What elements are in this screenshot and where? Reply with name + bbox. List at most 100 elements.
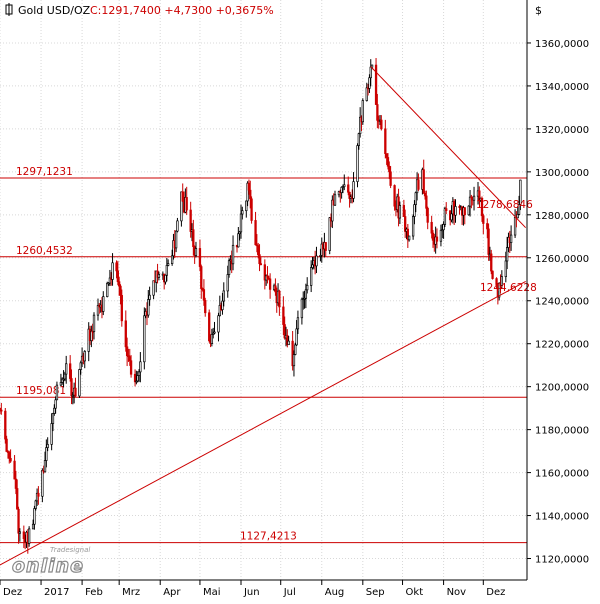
- candle-body: [406, 228, 409, 241]
- candle: [450, 205, 453, 223]
- candle-body: [422, 169, 425, 194]
- candle-body: [204, 299, 207, 314]
- candle: [108, 269, 112, 287]
- candle: [258, 244, 261, 272]
- candle-body: [135, 380, 138, 383]
- candle-body: [74, 387, 77, 397]
- candle: [247, 179, 251, 195]
- candle-body: [441, 229, 444, 232]
- candle-body: [250, 198, 253, 221]
- candle-body: [111, 262, 114, 280]
- candle-body: [255, 244, 259, 247]
- candle: [185, 186, 188, 215]
- candle: [509, 225, 513, 251]
- candle-body: [320, 243, 323, 256]
- candle: [463, 207, 466, 225]
- candle-body: [402, 205, 406, 217]
- candle-body: [83, 351, 86, 362]
- candle: [119, 284, 122, 305]
- candle-body: [445, 208, 448, 211]
- candle-body: [107, 282, 110, 285]
- candle-body: [55, 384, 59, 401]
- candle: [487, 223, 490, 261]
- candle-body: [70, 378, 73, 397]
- candle: [287, 335, 290, 346]
- candle-body: [417, 179, 420, 190]
- candle: [192, 219, 195, 256]
- grid: [0, 0, 527, 580]
- candle-body: [116, 270, 119, 283]
- candle-body: [227, 260, 231, 275]
- candle: [398, 201, 402, 224]
- candle: [352, 172, 355, 203]
- candle: [78, 368, 81, 399]
- candle-body: [102, 296, 105, 312]
- candle: [125, 337, 129, 367]
- candle-body: [463, 207, 466, 216]
- candle: [454, 199, 457, 223]
- candle-body: [37, 492, 40, 497]
- candle: [139, 352, 142, 383]
- candle-body: [35, 492, 39, 502]
- candle: [116, 260, 119, 286]
- candle-body: [442, 224, 445, 231]
- candle: [181, 183, 184, 202]
- candle-body: [513, 216, 517, 236]
- candle: [306, 277, 309, 294]
- candle: [241, 206, 244, 220]
- candle-body: [348, 191, 351, 199]
- y-tick-label: 1140,0000: [535, 512, 589, 523]
- candle-body: [385, 153, 388, 158]
- candle: [164, 274, 167, 285]
- candle: [340, 186, 343, 199]
- candle: [204, 297, 207, 317]
- candle-body: [263, 264, 266, 281]
- candle: [359, 107, 362, 138]
- candle-body: [386, 157, 390, 167]
- candle-body: [43, 460, 47, 473]
- candle: [413, 200, 416, 225]
- candle: [27, 526, 31, 547]
- candle-body: [303, 297, 306, 300]
- candle: [376, 93, 379, 129]
- candle: [135, 370, 138, 385]
- logo-tag: Tradesignal: [50, 546, 90, 554]
- candle-body: [393, 185, 396, 207]
- candle: [176, 217, 179, 233]
- candle-body: [125, 346, 129, 357]
- candle-body: [65, 363, 68, 375]
- candle-body: [165, 265, 168, 276]
- candle-body: [106, 282, 109, 297]
- candle: [278, 289, 281, 316]
- candle: [365, 82, 368, 102]
- candle: [482, 213, 485, 235]
- candle: [389, 166, 392, 189]
- candle: [292, 350, 296, 377]
- candle-body: [189, 209, 192, 232]
- candle-body: [241, 210, 244, 215]
- candle: [431, 230, 435, 248]
- candle-body: [78, 369, 81, 397]
- candle: [200, 264, 203, 299]
- candle-body: [491, 270, 494, 279]
- candle-body: [9, 458, 12, 462]
- candle-body: [423, 192, 427, 197]
- candle: [480, 196, 484, 222]
- candle: [18, 528, 22, 542]
- candle-body: [404, 216, 407, 232]
- candle: [118, 276, 121, 296]
- candle-body: [118, 281, 121, 287]
- candle: [250, 196, 253, 224]
- candle: [445, 202, 448, 215]
- candle-body: [194, 248, 198, 256]
- candle: [198, 239, 202, 272]
- candle-body: [486, 223, 489, 230]
- candle: [495, 277, 498, 290]
- candle-body: [425, 195, 428, 209]
- candle-body: [347, 184, 350, 193]
- candle: [5, 435, 8, 452]
- candle-body: [286, 334, 289, 346]
- candle: [443, 206, 447, 228]
- candle: [331, 195, 334, 229]
